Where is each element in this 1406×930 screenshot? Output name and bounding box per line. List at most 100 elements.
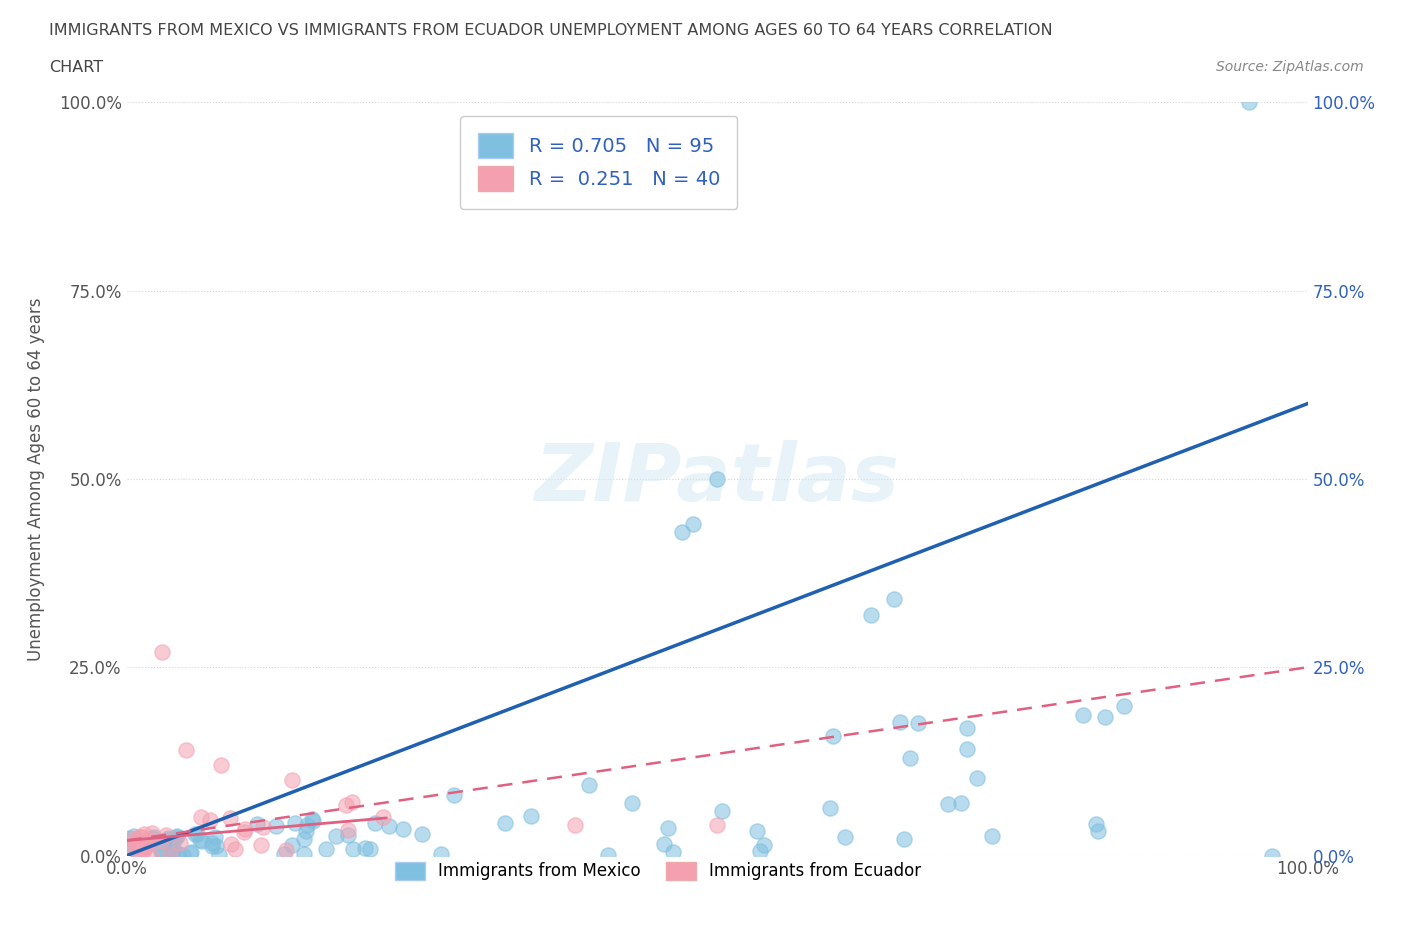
Point	[180, 844, 202, 859]
Point	[132, 838, 155, 853]
Point	[191, 833, 214, 848]
Point	[1071, 708, 1094, 723]
Point	[134, 843, 156, 857]
Point	[219, 811, 242, 826]
Point	[682, 517, 704, 532]
Point	[274, 843, 297, 857]
Legend: Immigrants from Mexico, Immigrants from Ecuador: Immigrants from Mexico, Immigrants from …	[387, 854, 929, 889]
Point	[131, 830, 153, 844]
Point	[152, 846, 174, 861]
Point	[315, 842, 337, 857]
Point	[564, 818, 586, 833]
Point	[578, 777, 600, 792]
Point	[950, 795, 973, 810]
Point	[359, 842, 381, 857]
Point	[706, 472, 728, 486]
Point	[208, 847, 231, 862]
Point	[266, 818, 288, 833]
Point	[150, 834, 173, 849]
Point	[174, 743, 197, 758]
Point	[167, 847, 190, 862]
Point	[336, 823, 359, 838]
Point	[121, 838, 143, 853]
Point	[1094, 710, 1116, 724]
Point	[157, 831, 180, 846]
Point	[325, 828, 347, 843]
Point	[907, 716, 929, 731]
Point	[169, 835, 191, 850]
Point	[184, 827, 207, 842]
Point	[749, 844, 772, 858]
Point	[224, 842, 246, 857]
Point	[671, 525, 693, 539]
Point	[128, 830, 150, 844]
Point	[136, 832, 159, 847]
Point	[156, 830, 179, 845]
Point	[122, 828, 145, 843]
Point	[354, 841, 377, 856]
Point	[159, 843, 181, 857]
Point	[596, 847, 619, 862]
Point	[141, 826, 163, 841]
Point	[292, 847, 315, 862]
Point	[956, 721, 979, 736]
Point	[166, 829, 188, 844]
Point	[135, 833, 157, 848]
Point	[1237, 95, 1260, 110]
Point	[186, 827, 208, 842]
Point	[443, 788, 465, 803]
Point	[883, 592, 905, 607]
Point	[966, 771, 988, 786]
Point	[936, 796, 959, 811]
Point	[711, 804, 734, 818]
Point	[429, 846, 451, 861]
Point	[190, 810, 212, 825]
Point	[141, 830, 163, 845]
Point	[1112, 698, 1135, 713]
Point	[342, 842, 364, 857]
Point	[125, 835, 148, 850]
Point	[233, 822, 256, 837]
Point	[1087, 823, 1109, 838]
Point	[373, 809, 395, 824]
Point	[165, 830, 187, 844]
Point	[392, 821, 415, 836]
Point	[124, 835, 146, 850]
Point	[155, 828, 177, 843]
Point	[172, 848, 194, 863]
Point	[620, 796, 643, 811]
Point	[141, 847, 163, 862]
Point	[128, 834, 150, 849]
Point	[209, 758, 232, 773]
Point	[121, 840, 143, 855]
Point	[281, 838, 304, 853]
Point	[898, 751, 921, 765]
Text: CHART: CHART	[49, 60, 103, 75]
Text: Source: ZipAtlas.com: Source: ZipAtlas.com	[1216, 60, 1364, 74]
Point	[292, 831, 315, 846]
Point	[188, 833, 211, 848]
Point	[150, 844, 173, 858]
Text: ZIPatlas: ZIPatlas	[534, 440, 900, 518]
Point	[281, 773, 304, 788]
Point	[859, 607, 882, 622]
Point	[127, 845, 149, 860]
Point	[135, 834, 157, 849]
Point	[657, 821, 679, 836]
Point	[205, 839, 228, 854]
Point	[139, 834, 162, 849]
Point	[219, 836, 242, 851]
Point	[337, 828, 360, 843]
Point	[1261, 848, 1284, 863]
Point	[179, 845, 201, 860]
Point	[162, 845, 184, 860]
Point	[302, 814, 325, 829]
Point	[364, 816, 387, 830]
Point	[252, 819, 274, 834]
Point	[378, 818, 401, 833]
Point	[284, 815, 307, 830]
Point	[752, 838, 775, 853]
Point	[132, 842, 155, 857]
Point	[520, 808, 543, 823]
Point	[201, 836, 224, 851]
